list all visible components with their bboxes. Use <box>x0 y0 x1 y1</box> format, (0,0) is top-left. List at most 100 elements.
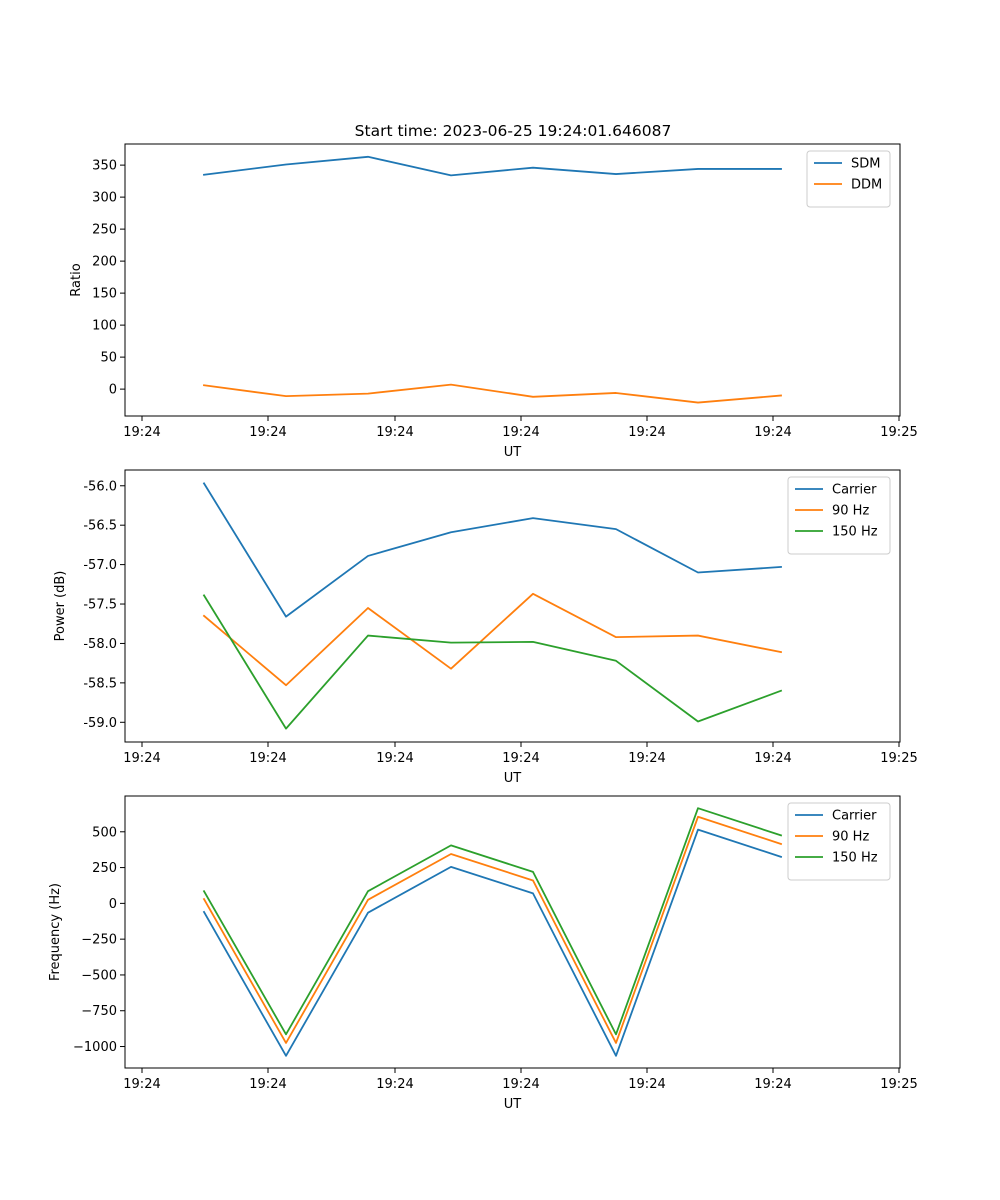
chart-1-series-line-1 <box>202 155 782 177</box>
chart-3-series-1-point <box>203 911 205 913</box>
chart-3-y-tick-label: 250 <box>92 861 117 876</box>
chart-3-series-1-point <box>615 1055 617 1057</box>
chart-3-series-3-point <box>450 844 452 846</box>
chart-1-series-2-point <box>697 402 699 404</box>
chart-1-y-tick-label: 0 <box>109 383 117 398</box>
chart-1-series-2-point <box>367 393 369 395</box>
chart-3-x-tick-label: 19:24 <box>249 1077 286 1092</box>
chart-2-legend-label-2: 90 Hz <box>832 504 869 519</box>
chart-3-series-1-point <box>450 866 452 868</box>
chart-3-series-2-point <box>615 1042 617 1044</box>
chart-3-legend-label-1: Carrier <box>832 809 877 824</box>
chart-3-y-tick-label: −500 <box>81 968 117 983</box>
chart-3-y-axis-label: Frequency (Hz) <box>48 883 63 981</box>
chart-2-series-2-point <box>285 684 287 686</box>
chart-1-legend-label-2: DDM <box>851 178 882 193</box>
chart-1-series-1-point <box>615 173 617 175</box>
chart-3-x-tick-label: 19:24 <box>628 1077 665 1092</box>
chart-2-series-2-point <box>532 593 534 595</box>
chart-2-series-1-point <box>697 571 699 573</box>
chart-3-x-tick-label: 19:24 <box>376 1077 413 1092</box>
chart-3-series-3-point <box>203 890 205 892</box>
chart-3-y-tick-label: 0 <box>109 897 117 912</box>
chart-2-y-tick-label: -57.0 <box>83 558 117 573</box>
chart-1-series-1-point <box>367 156 369 158</box>
chart-2-series-3-point <box>285 728 287 730</box>
chart-2-series-2-point <box>780 651 782 653</box>
chart-2-series-1-point <box>367 555 369 557</box>
chart-1-axes-frame <box>124 143 901 417</box>
chart-2-y-tick-label: -58.0 <box>83 637 117 652</box>
chart-3-series-2-point <box>450 853 452 855</box>
chart-3-y-tick-label: −1000 <box>73 1040 117 1055</box>
chart-3-axes-frame <box>124 795 901 1069</box>
chart-2-series-1-point <box>532 517 534 519</box>
chart-1-series-2-point <box>450 384 452 386</box>
chart-3-x-tick-label: 19:25 <box>880 1077 917 1092</box>
chart-1-y-tick-label: 200 <box>92 255 117 270</box>
chart-1-series-2-point <box>532 396 534 398</box>
chart-3-series-3-point <box>697 807 699 809</box>
chart-3: 19:24 19:24 19:24 19:24 19:24 19:24 19:25 −1000… <box>48 795 918 1112</box>
chart-3-series-2-point <box>367 899 369 901</box>
chart-2-y-tick-label: -59.0 <box>83 716 117 731</box>
chart-1-series-1-point <box>532 167 534 169</box>
chart-3-y-tick-label: −750 <box>81 1004 117 1019</box>
chart-1-x-tick-label: 19:24 <box>123 425 160 440</box>
chart-2-y-axis-label: Power (dB) <box>53 571 68 642</box>
chart-3-series-1-point <box>697 829 699 831</box>
chart-2-legend-box <box>787 476 891 555</box>
chart-2-series-line-3 <box>202 594 783 730</box>
chart-1-y-axis-label: Ratio <box>69 263 84 296</box>
chart-1-series-2-point <box>780 395 782 397</box>
chart-2-series-3-point <box>532 641 534 643</box>
chart-1-x-tick-label: 19:24 <box>628 425 665 440</box>
chart-1-y-tick-label: 100 <box>92 319 117 334</box>
chart-1-legend-label-1: SDM <box>851 157 880 172</box>
chart-2-series-line-1 <box>202 482 782 618</box>
chart-1-x-tick-label: 19:24 <box>754 425 791 440</box>
chart-1-y-tick-label: 50 <box>100 351 117 366</box>
chart-2-series-2-point <box>697 635 699 637</box>
chart-1-y-tick-label: 150 <box>92 287 117 302</box>
chart-2-series-1-point <box>203 482 205 484</box>
chart-2-x-tick-label: 19:24 <box>502 751 539 766</box>
chart-3-series-line-3 <box>202 807 783 1036</box>
chart-2-series-1-point <box>780 566 782 568</box>
chart-3-x-tick-label: 19:24 <box>502 1077 539 1092</box>
chart-1-series-1-point <box>450 174 452 176</box>
chart-1-series-1-point <box>780 168 782 170</box>
chart-2-series-line-2 <box>202 592 783 687</box>
chart-1-x-tick-label: 19:24 <box>502 425 539 440</box>
chart-3-legend-box <box>787 802 891 881</box>
chart-1: 19:24 19:24 19:24 19:24 19:24 19:24 19:25 0 50 10… <box>69 143 918 460</box>
chart-3-series-1-point <box>367 912 369 914</box>
chart-3-y-tick-label: 500 <box>92 825 117 840</box>
chart-3-series-3-point <box>615 1033 617 1035</box>
chart-3-x-tick-label: 19:24 <box>754 1077 791 1092</box>
chart-2-series-3-point <box>450 642 452 644</box>
chart-3-series-1-point <box>532 892 534 894</box>
chart-3-x-tick-label: 19:24 <box>123 1077 160 1092</box>
chart-1-series-line-2 <box>202 383 782 404</box>
chart-2-y-tick-label: -57.5 <box>83 598 117 613</box>
chart-1-y-tick-label: 350 <box>92 159 117 174</box>
chart-2-y-tick-label: -56.0 <box>83 479 117 494</box>
chart-3-series-1-point <box>780 856 782 858</box>
figure-title: Start time: 2023-06-25 19:24:01.646087 <box>355 122 672 140</box>
chart-3-series-2-point <box>532 879 534 881</box>
chart-2: 19:24 19:24 19:24 19:24 19:24 19:24 19:25 -59.0… <box>53 469 918 786</box>
chart-1-y-tick-label: 300 <box>92 191 117 206</box>
chart-1-x-tick-label: 19:25 <box>880 425 917 440</box>
chart-1-x-axis-label: UT <box>504 445 522 460</box>
chart-3-series-2-point <box>697 816 699 818</box>
chart-2-series-2-point <box>203 615 205 617</box>
chart-1-x-tick-label: 19:24 <box>249 425 286 440</box>
chart-2-series-3-point <box>780 690 782 692</box>
chart-2-y-tick-label: -58.5 <box>83 676 117 691</box>
chart-2-x-tick-label: 19:24 <box>123 751 160 766</box>
chart-2-series-1-point <box>450 531 452 533</box>
chart-2-series-3-point <box>367 635 369 637</box>
chart-3-series-2-point <box>203 898 205 900</box>
